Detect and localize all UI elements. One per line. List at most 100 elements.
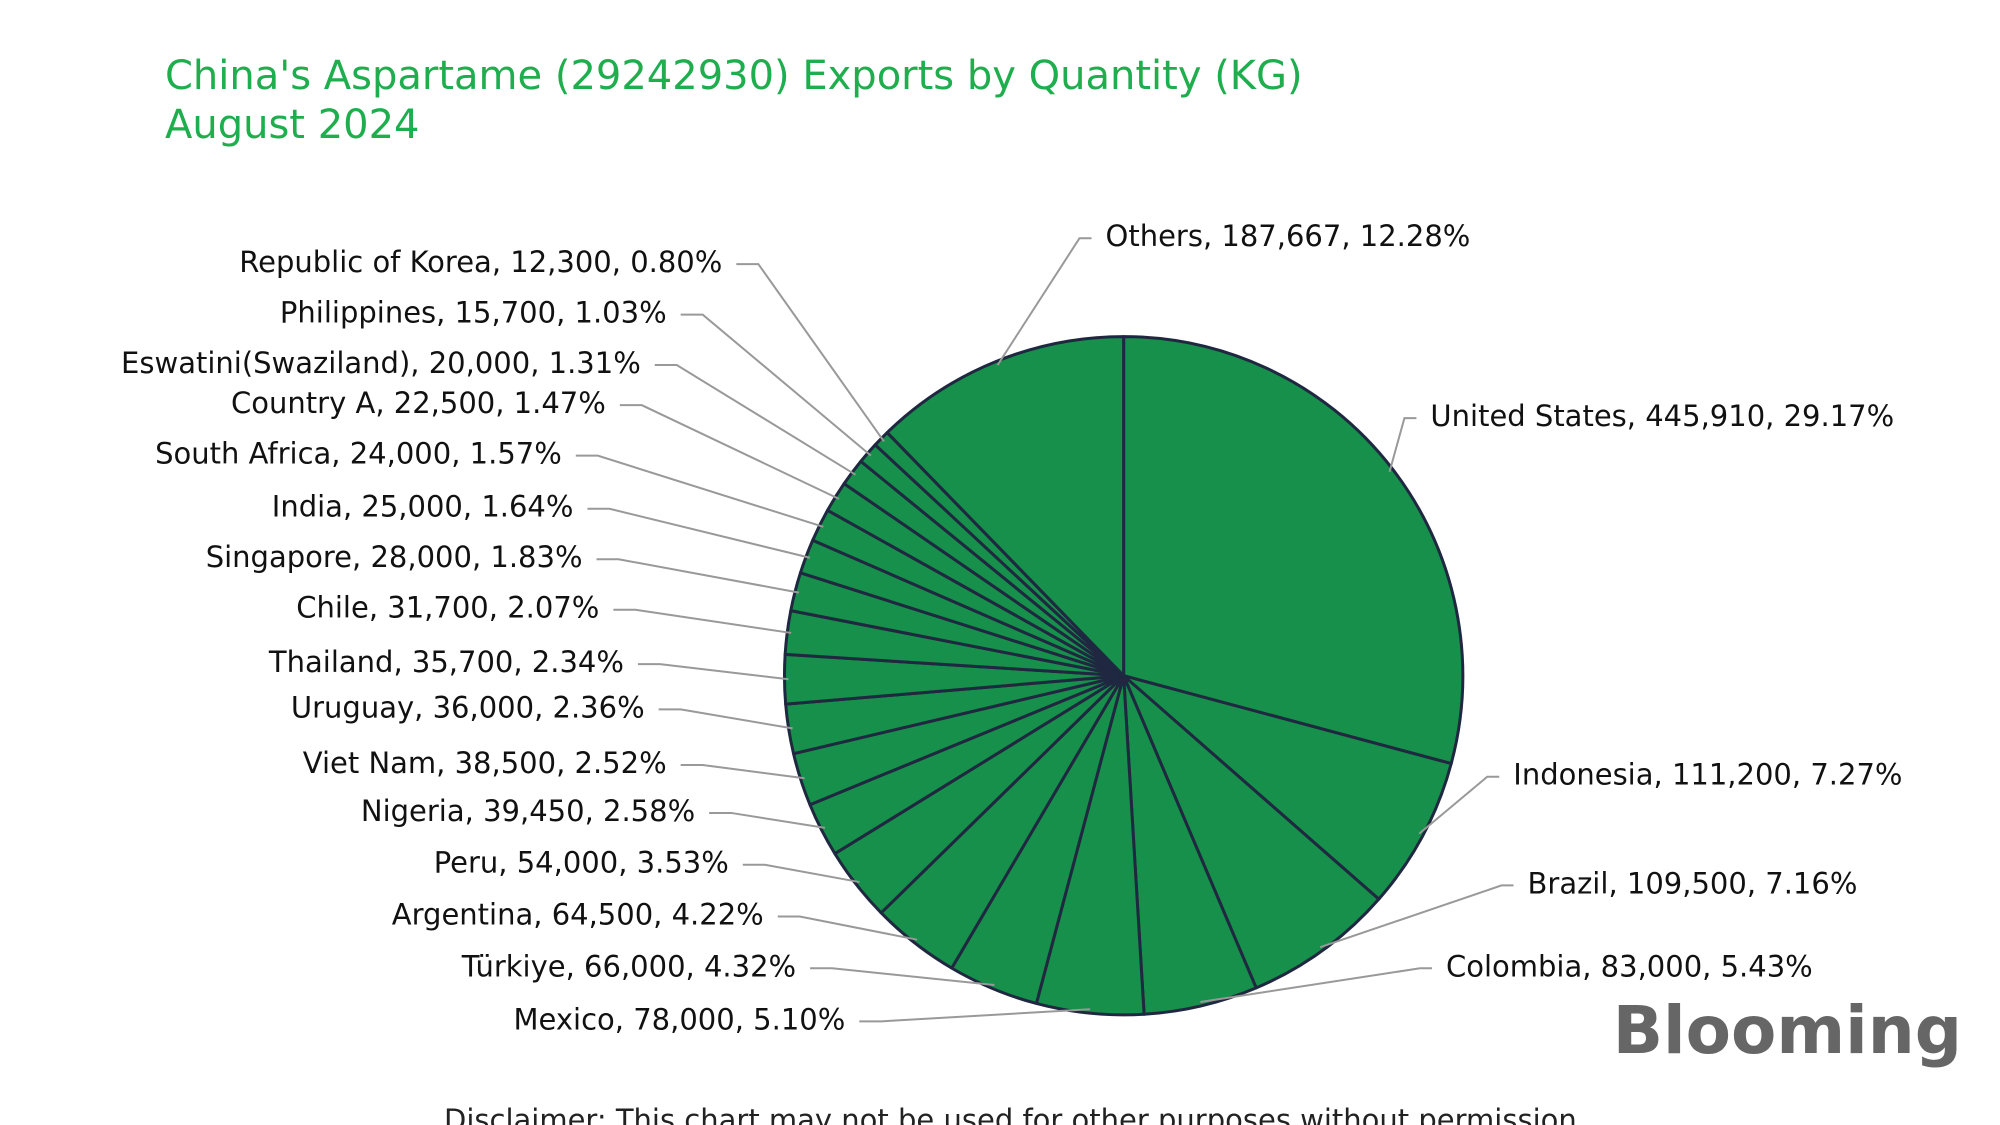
percent-label: 2.52%	[575, 746, 667, 780]
separator: ,	[1608, 866, 1626, 900]
separator: ,	[534, 690, 552, 724]
value-label: 66,000	[584, 949, 685, 983]
data-label: Others, 187,667, 12.28%	[1106, 219, 1471, 253]
leader-line	[654, 364, 856, 476]
value-label: 15,700	[455, 296, 556, 330]
percent-label: 2.58%	[603, 794, 695, 828]
data-label: Thailand, 35,700, 2.34%	[268, 645, 624, 679]
separator: ,	[686, 949, 704, 983]
separator: ,	[369, 591, 387, 625]
percent-label: 1.47%	[514, 386, 606, 420]
leader-line	[613, 608, 792, 634]
leader-line	[1418, 775, 1500, 835]
disclaimer: Disclaimer: This chart may not be used f…	[444, 1103, 1586, 1125]
leader-line	[575, 454, 824, 528]
leader-line	[596, 558, 800, 594]
leader-line	[680, 313, 872, 457]
separator: ,	[1582, 949, 1600, 983]
data-label: Peru, 54,000, 3.53%	[434, 846, 729, 880]
data-label: Singapore, 28,000, 1.83%	[206, 540, 583, 574]
data-label: Country A, 22,500, 1.47%	[231, 386, 606, 420]
separator: ,	[1765, 399, 1783, 433]
separator: ,	[495, 386, 513, 420]
data-label: South Africa, 24,000, 1.57%	[155, 437, 562, 471]
separator: ,	[472, 540, 490, 574]
value-label: 445,910	[1645, 399, 1765, 433]
category-label: Philippines	[280, 296, 436, 330]
category-label: Others	[1106, 219, 1203, 253]
separator: ,	[735, 1002, 753, 1036]
pie-slice	[885, 335, 1126, 678]
separator: ,	[556, 296, 574, 330]
data-label: Indonesia, 111,200, 7.27%	[1513, 758, 1902, 792]
leader-line	[1388, 417, 1417, 472]
pie-slice	[1122, 674, 1381, 990]
percent-label: 1.57%	[470, 437, 562, 471]
leader-line	[1200, 967, 1432, 1003]
separator: ,	[436, 296, 454, 330]
leader-line	[742, 863, 860, 884]
separator: ,	[375, 386, 393, 420]
value-label: 78,000	[633, 1002, 734, 1036]
separator: ,	[498, 846, 516, 880]
chart-subtitle: August 2024	[165, 102, 420, 148]
percent-label: 1.03%	[575, 296, 667, 330]
category-label: Colombia	[1446, 949, 1582, 983]
leader-line	[619, 404, 840, 500]
separator: ,	[436, 746, 454, 780]
percent-label: 5.10%	[753, 1002, 845, 1036]
value-label: 64,500	[552, 898, 653, 932]
percent-label: 2.34%	[532, 645, 624, 679]
separator: ,	[615, 1002, 633, 1036]
separator: ,	[612, 245, 630, 279]
chart-title: China's Aspartame (29242930) Exports by …	[165, 53, 1303, 99]
leader-line	[680, 764, 805, 780]
data-label: Nigeria, 39,450, 2.58%	[361, 794, 695, 828]
separator: ,	[618, 846, 636, 880]
separator: ,	[1203, 219, 1221, 253]
category-label: Peru	[434, 846, 499, 880]
percent-label: 4.32%	[704, 949, 796, 983]
leader-line	[1319, 884, 1514, 949]
data-label: Colombia, 83,000, 5.43%	[1446, 949, 1813, 983]
separator: ,	[1654, 758, 1672, 792]
value-label: 111,200	[1672, 758, 1792, 792]
percent-label: 3.53%	[637, 846, 729, 880]
separator: ,	[585, 794, 603, 828]
data-label: Uruguay, 36,000, 2.36%	[291, 690, 645, 724]
value-label: 54,000	[517, 846, 618, 880]
value-label: 39,450	[483, 794, 584, 828]
separator: ,	[393, 645, 411, 679]
value-label: 187,667	[1221, 219, 1341, 253]
data-label: India, 25,000, 1.64%	[272, 490, 574, 524]
separator: ,	[463, 490, 481, 524]
category-label: Argentina	[392, 898, 533, 932]
separator: ,	[492, 245, 510, 279]
category-label: Türkiye	[461, 949, 566, 983]
separator: ,	[410, 346, 428, 380]
data-label: Republic of Korea, 12,300, 0.80%	[239, 245, 722, 279]
value-label: 12,300	[510, 245, 611, 279]
category-label: India	[272, 490, 343, 524]
category-label: Thailand	[268, 645, 394, 679]
separator: ,	[331, 437, 349, 471]
percent-label: 12.28%	[1360, 219, 1471, 253]
category-label: Nigeria	[361, 794, 465, 828]
leader-line	[709, 811, 826, 829]
pie	[782, 335, 1465, 1017]
labels: United States, 445,910, 29.17% Indonesia,…	[121, 219, 1902, 1036]
category-label: Republic of Korea	[239, 245, 492, 279]
separator: ,	[1702, 949, 1720, 983]
data-label: United States, 445,910, 29.17%	[1430, 399, 1894, 433]
data-label: Mexico, 78,000, 5.10%	[514, 1002, 846, 1036]
percent-label: 1.31%	[549, 346, 641, 380]
category-label: United States	[1430, 399, 1626, 433]
value-label: 35,700	[412, 645, 513, 679]
separator: ,	[414, 690, 432, 724]
separator: ,	[556, 746, 574, 780]
data-label: Brazil, 109,500, 7.16%	[1528, 866, 1858, 900]
leader-line	[587, 507, 811, 559]
percent-label: 2.07%	[507, 591, 599, 625]
leader-line	[658, 708, 793, 730]
leader-line	[810, 967, 995, 986]
